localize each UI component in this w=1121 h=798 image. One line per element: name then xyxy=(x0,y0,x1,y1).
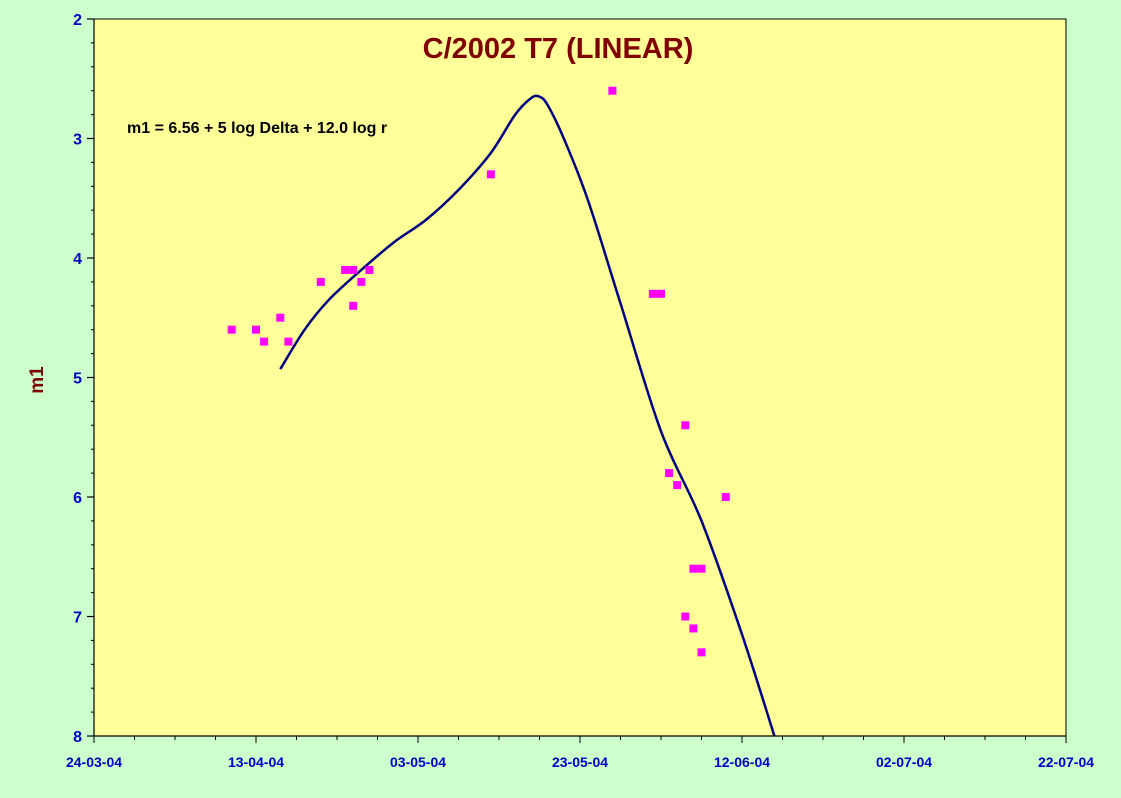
data-point xyxy=(349,265,358,274)
data-point xyxy=(608,86,617,95)
x-tick-label: 13-04-04 xyxy=(228,754,284,770)
data-point xyxy=(697,648,706,657)
data-point xyxy=(316,277,325,286)
data-point xyxy=(648,289,657,298)
data-point xyxy=(681,421,690,430)
data-point xyxy=(227,325,236,334)
y-tick-label: 5 xyxy=(73,371,82,388)
chart-title: C/2002 T7 (LINEAR) xyxy=(423,33,694,65)
data-point xyxy=(697,564,706,573)
data-point xyxy=(276,313,285,322)
data-point xyxy=(689,564,698,573)
data-point xyxy=(357,277,366,286)
data-point xyxy=(341,265,350,274)
data-point xyxy=(665,469,674,478)
data-point xyxy=(365,265,374,274)
data-point xyxy=(681,612,690,621)
y-axis-title: m1 xyxy=(27,366,48,394)
axes-layer: 2 3 4 5 6 7 8 24-03-04 13-04-04 03-05-04 23-05-04 1… xyxy=(66,12,1094,770)
y-tick-label: 2 xyxy=(73,12,82,29)
data-point xyxy=(486,170,495,179)
plot-area xyxy=(93,18,1067,737)
data-point xyxy=(252,325,260,334)
data-points-layer xyxy=(227,86,730,657)
data-point xyxy=(657,289,665,298)
data-point xyxy=(260,337,269,346)
data-point xyxy=(721,493,730,501)
data-point xyxy=(284,337,293,346)
data-point xyxy=(673,481,682,490)
x-tick-label: 03-05-04 xyxy=(390,754,446,770)
y-tick-label: 4 xyxy=(73,251,82,268)
x-tick-label: 24-03-04 xyxy=(66,754,122,770)
model-curve xyxy=(279,94,776,737)
y-tick-label: 3 xyxy=(73,132,82,149)
y-tick-label: 7 xyxy=(73,610,82,627)
formula-annotation: m1 = 6.56 + 5 log Delta + 12.0 log r xyxy=(127,120,387,137)
y-tick-label: 8 xyxy=(73,729,82,746)
x-tick-label: 22-07-04 xyxy=(1038,754,1094,770)
y-tick-label: 6 xyxy=(73,490,82,507)
data-point xyxy=(689,624,698,633)
x-tick-label: 12-06-04 xyxy=(714,754,770,770)
x-tick-label: 23-05-04 xyxy=(552,754,608,770)
data-point xyxy=(349,301,358,310)
x-tick-label: 02-07-04 xyxy=(876,754,932,770)
model-line-layer xyxy=(279,94,776,737)
